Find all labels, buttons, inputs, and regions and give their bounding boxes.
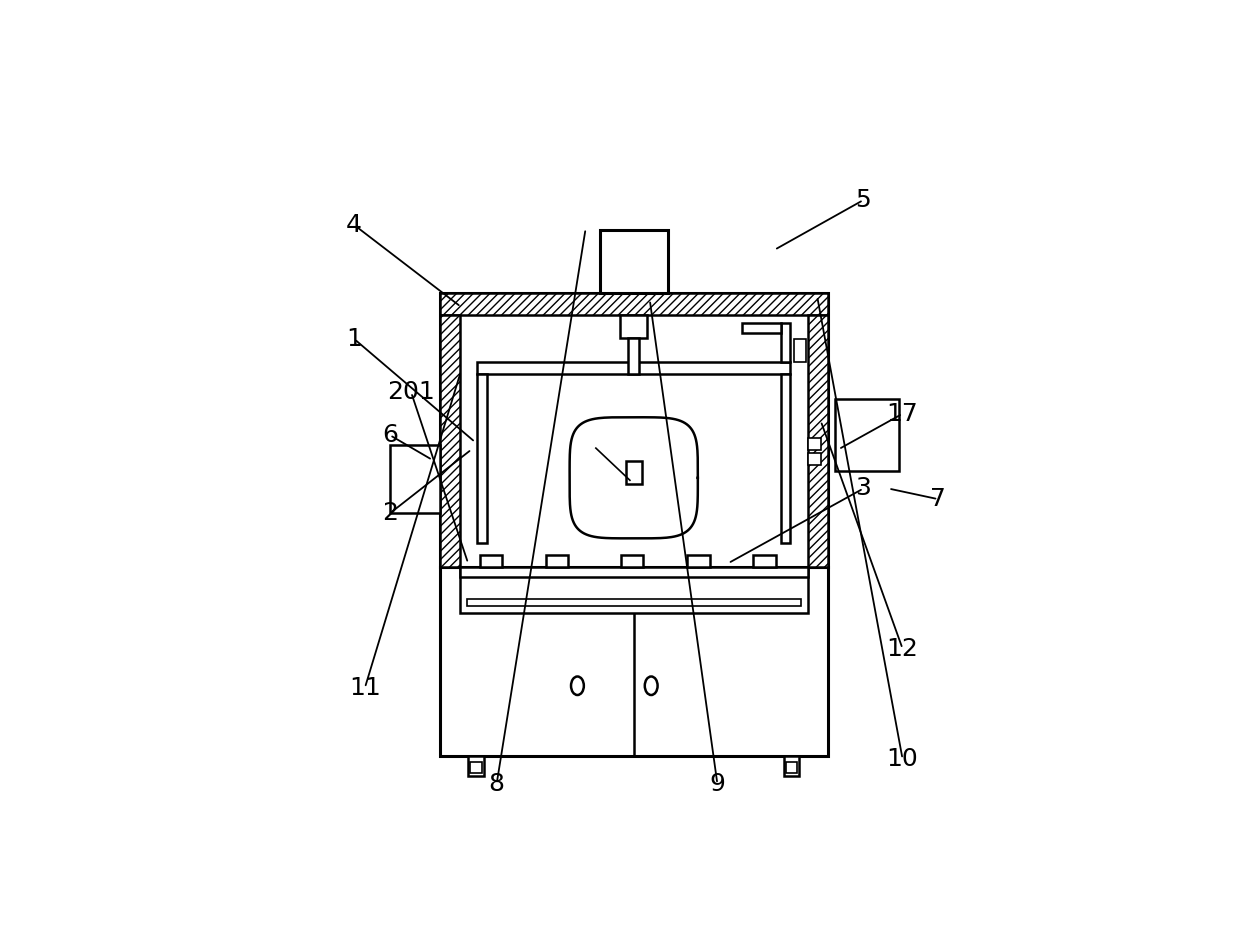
- Ellipse shape: [645, 676, 657, 695]
- Bar: [440, 567, 828, 756]
- Bar: [753, 555, 776, 567]
- Bar: [620, 555, 644, 567]
- Text: 2: 2: [382, 501, 398, 525]
- Bar: [781, 374, 790, 543]
- Bar: [460, 567, 808, 613]
- Text: 10: 10: [887, 747, 919, 771]
- Bar: [742, 323, 781, 332]
- Bar: [477, 374, 486, 543]
- Bar: [784, 756, 800, 775]
- Bar: [440, 292, 828, 567]
- Bar: [546, 555, 568, 567]
- Bar: [440, 315, 460, 567]
- Text: 3: 3: [856, 476, 872, 500]
- Text: 4: 4: [346, 213, 362, 237]
- Bar: [389, 445, 440, 512]
- Text: 12: 12: [887, 636, 919, 660]
- Bar: [626, 461, 641, 484]
- Bar: [808, 453, 821, 465]
- Text: 201: 201: [387, 380, 435, 404]
- Bar: [781, 323, 790, 363]
- Text: 7: 7: [930, 487, 946, 512]
- Text: 1: 1: [346, 327, 362, 351]
- Bar: [477, 363, 790, 374]
- Polygon shape: [569, 417, 698, 538]
- Bar: [466, 598, 801, 606]
- Bar: [620, 315, 647, 339]
- Bar: [808, 315, 828, 567]
- Bar: [794, 339, 806, 363]
- Ellipse shape: [572, 676, 584, 695]
- Bar: [835, 400, 899, 471]
- Text: 5: 5: [856, 188, 872, 212]
- Text: 11: 11: [348, 676, 381, 700]
- Bar: [627, 339, 640, 374]
- Bar: [480, 555, 502, 567]
- Bar: [600, 230, 667, 292]
- Bar: [687, 555, 709, 567]
- Bar: [786, 761, 797, 772]
- Bar: [460, 567, 808, 577]
- Text: 6: 6: [382, 423, 398, 447]
- Bar: [470, 761, 481, 772]
- Text: 8: 8: [489, 772, 505, 796]
- Bar: [440, 292, 828, 315]
- Bar: [808, 438, 821, 450]
- Text: 17: 17: [887, 401, 919, 426]
- Text: 9: 9: [709, 772, 725, 796]
- Bar: [469, 756, 484, 775]
